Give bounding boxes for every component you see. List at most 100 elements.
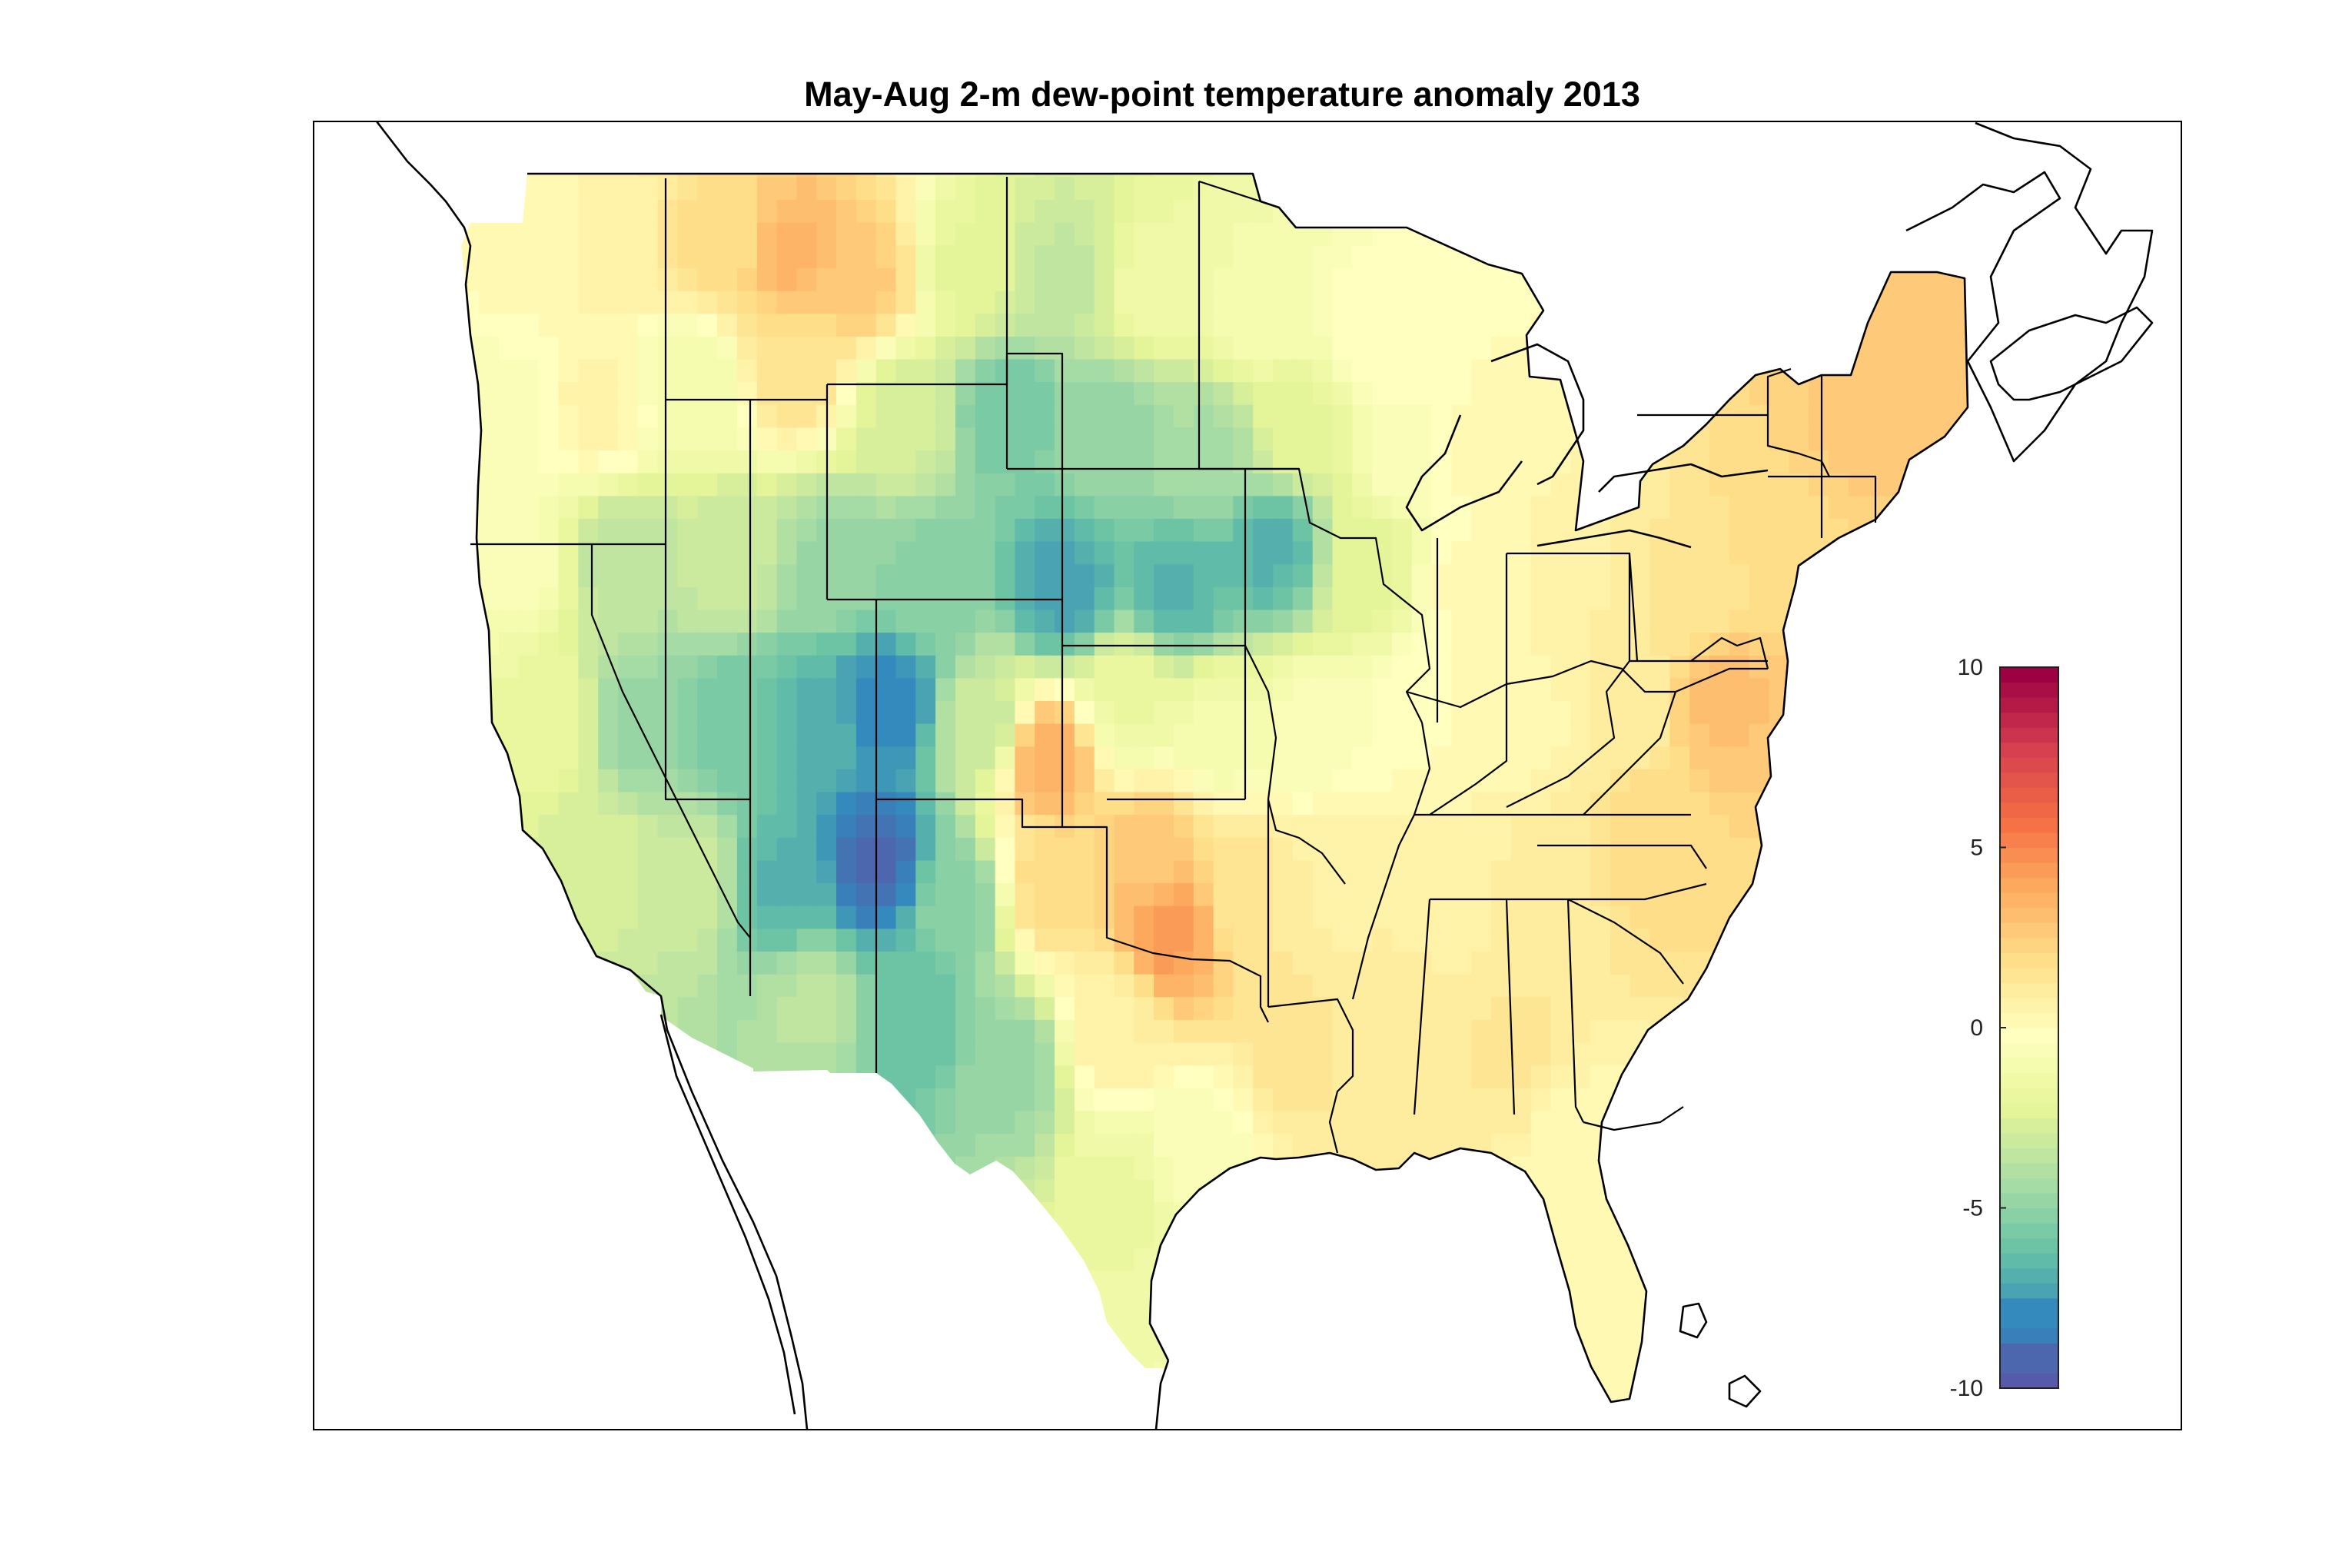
anomaly-cell	[1689, 495, 1710, 519]
anomaly-cell	[1649, 905, 1671, 929]
anomaly-cell	[736, 427, 758, 450]
anomaly-cell	[1491, 176, 1512, 200]
anomaly-cell	[618, 586, 639, 610]
anomaly-cell	[915, 837, 936, 861]
anomaly-cell	[1074, 609, 1095, 633]
anomaly-cell	[518, 1178, 540, 1202]
anomaly-cell	[975, 859, 996, 884]
anomaly-cell	[1015, 609, 1035, 633]
anomaly-cell	[1530, 221, 1552, 246]
anomaly-cell	[1888, 609, 1909, 633]
anomaly-cell	[1769, 540, 1790, 565]
anomaly-cell	[518, 586, 540, 610]
anomaly-cell	[1809, 1041, 1829, 1066]
anomaly-cell	[1114, 290, 1135, 314]
anomaly-cell	[479, 905, 500, 929]
anomaly-cell	[717, 1133, 738, 1157]
anomaly-cell	[1809, 1270, 1829, 1294]
anomaly-cell	[816, 1156, 837, 1180]
anomaly-cell	[420, 929, 440, 952]
anomaly-cell	[1193, 973, 1214, 998]
anomaly-cell	[875, 404, 897, 428]
anomaly-cell	[1451, 586, 1472, 610]
anomaly-cell	[975, 1201, 996, 1225]
anomaly-cell	[1649, 313, 1671, 337]
anomaly-cell	[1174, 244, 1194, 268]
anomaly-cell	[1789, 1133, 1809, 1157]
anomaly-cell	[756, 1201, 778, 1225]
anomaly-cell	[1868, 427, 1889, 450]
anomaly-cell	[836, 905, 857, 929]
anomaly-cell	[499, 791, 520, 816]
anomaly-cell	[1848, 244, 1869, 268]
anomaly-cell	[1114, 677, 1135, 701]
anomaly-cell	[1769, 1041, 1790, 1066]
anomaly-cell	[995, 609, 1016, 633]
anomaly-cell	[1789, 1338, 1809, 1362]
anomaly-cell	[1114, 655, 1135, 679]
anomaly-cell	[1094, 495, 1115, 519]
anomaly-cell	[499, 495, 520, 519]
anomaly-cell	[955, 973, 976, 998]
anomaly-cell	[1154, 996, 1174, 1020]
anomaly-cell	[618, 518, 639, 542]
anomaly-cell	[697, 1065, 718, 1088]
anomaly-cell	[736, 174, 758, 178]
anomaly-cell	[895, 1133, 917, 1157]
anomaly-cell	[776, 1201, 798, 1225]
anomaly-cell	[420, 496, 440, 519]
anomaly-cell	[975, 1041, 996, 1066]
anomaly-cell	[1689, 1247, 1710, 1271]
anomaly-cell	[975, 267, 996, 291]
anomaly-cell	[1769, 746, 1790, 769]
anomaly-cell	[518, 450, 540, 473]
anomaly-cell	[1550, 1338, 1572, 1362]
colorbar-band	[2000, 1373, 2058, 1389]
anomaly-cell	[796, 905, 817, 929]
anomaly-cell	[1967, 609, 1968, 633]
anomaly-cell	[420, 450, 440, 473]
colorbar-band	[2000, 697, 2058, 713]
anomaly-cell	[955, 358, 976, 383]
anomaly-cell	[895, 336, 917, 360]
anomaly-cell	[1809, 1088, 1829, 1111]
anomaly-cell	[1530, 336, 1552, 360]
anomaly-cell	[1848, 928, 1869, 952]
anomaly-cell	[1372, 1133, 1393, 1157]
anomaly-cell	[1809, 700, 1829, 724]
anomaly-cell	[836, 1110, 857, 1134]
anomaly-cell	[1610, 609, 1631, 633]
anomaly-cell	[855, 951, 877, 975]
anomaly-cell	[657, 973, 679, 998]
anomaly-cell	[756, 837, 778, 861]
anomaly-cell	[855, 1110, 877, 1134]
anomaly-cell	[1629, 973, 1651, 998]
anomaly-cell	[1332, 336, 1354, 360]
anomaly-cell	[1829, 632, 1849, 656]
anomaly-cell	[1411, 1315, 1433, 1339]
anomaly-cell	[1669, 586, 1691, 610]
anomaly-cell	[1471, 1360, 1492, 1385]
anomaly-cell	[1789, 1315, 1809, 1339]
anomaly-cell	[756, 973, 778, 998]
anomaly-cell	[1332, 1201, 1354, 1225]
anomaly-cell	[1769, 882, 1790, 906]
anomaly-cell	[518, 723, 540, 747]
anomaly-cell	[1928, 1292, 1948, 1317]
anomaly-cell	[895, 996, 917, 1020]
anomaly-cell	[1689, 1065, 1710, 1088]
anomaly-cell	[955, 1178, 976, 1202]
anomaly-cell	[1888, 1384, 1909, 1402]
anomaly-cell	[1848, 221, 1869, 246]
anomaly-cell	[776, 700, 798, 724]
anomaly-cell	[1431, 837, 1453, 861]
anomaly-cell	[1789, 336, 1809, 360]
anomaly-cell	[420, 1270, 440, 1293]
anomaly-cell	[598, 928, 619, 952]
anomaly-cell	[1510, 1247, 1532, 1271]
anomaly-cell	[1709, 586, 1730, 610]
anomaly-cell	[995, 427, 1016, 450]
anomaly-cell	[400, 1316, 420, 1339]
anomaly-cell	[2007, 245, 2028, 268]
anomaly-cell	[1629, 1065, 1651, 1088]
